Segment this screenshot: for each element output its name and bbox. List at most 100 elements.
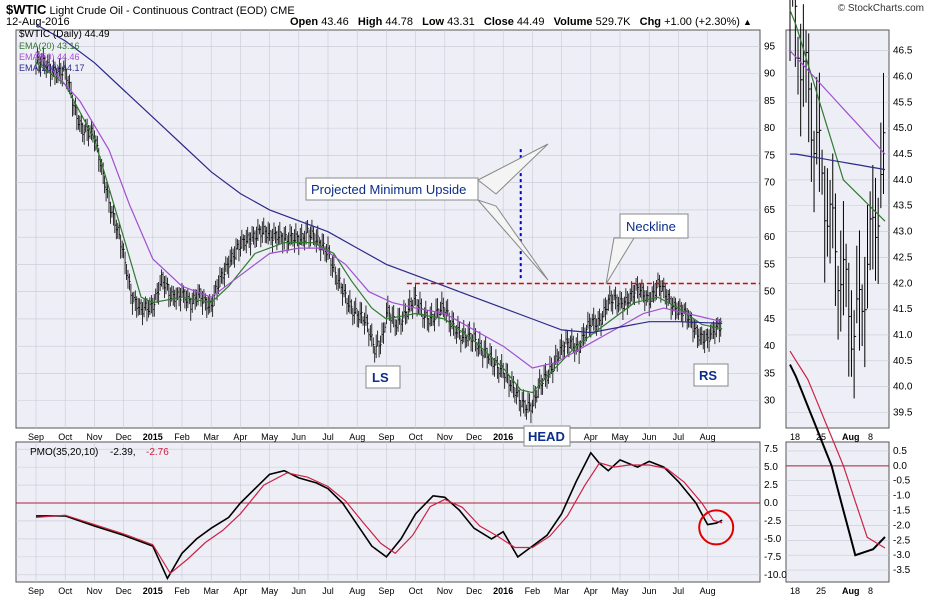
pmo-tick-label: 0.0 [764, 498, 778, 509]
pmo-series [16, 451, 760, 581]
x-tick-label: Sep [28, 586, 44, 596]
y-tick-label: 85 [764, 96, 776, 107]
inset-y-tick-label: 42.5 [893, 252, 913, 263]
y-tick-label: 45 [764, 314, 776, 325]
inset-y-tick-label: 40.5 [893, 356, 913, 367]
y-tick-label: 95 [764, 41, 776, 52]
chart-date: 12-Aug-2016 [6, 16, 70, 28]
inset-x-tick-label: Aug [842, 432, 860, 442]
high-value: 44.78 [385, 16, 413, 28]
inset-y-tick-label: 45.5 [893, 97, 913, 108]
pmo-panel [15, 441, 761, 583]
y-tick-label: 35 [764, 368, 776, 379]
x-tick-label: Dec [116, 586, 133, 596]
rs-label-box: RS [693, 363, 729, 387]
x-tick-label: Feb [174, 586, 190, 596]
x-tick-label: Jul [673, 432, 685, 442]
x-tick-label: Oct [58, 586, 73, 596]
legend-pmo-signal-value: -2.76 [146, 447, 169, 458]
inset-pmo-tick-label: 0.5 [893, 446, 907, 457]
y-tick-label: 70 [764, 178, 776, 189]
x-tick-label: Aug [700, 432, 716, 442]
x-tick-label: Mar [203, 586, 219, 596]
x-tick-label: Aug [349, 432, 365, 442]
inset-pmo-tick-label: 0.0 [893, 461, 907, 472]
neckline-label: Neckline [626, 219, 676, 234]
x-tick-label: 2016 [493, 432, 513, 442]
x-tick-label: Feb [525, 586, 541, 596]
x-tick-label: Dec [466, 432, 483, 442]
close-value: 44.49 [516, 16, 545, 28]
tick-labels: Sep Sep Oct Oct Nov Nov Dec Dec 2015 2015 Feb Feb Ma… [28, 41, 913, 596]
x-tick-label: Jun [292, 432, 307, 442]
legend-ema50: EMA(50) 44.46 [19, 52, 80, 62]
inset-x-tick-label: 18 [790, 432, 800, 442]
x-tick-label: Apr [233, 586, 247, 596]
x-tick-label: Sep [28, 432, 44, 442]
y-tick-label: 30 [764, 396, 776, 407]
projected-label: Projected Minimum Upside [311, 182, 466, 197]
instrument-name: Light Crude Oil - Continuous Contract (E… [49, 5, 268, 17]
x-tick-label: Jun [642, 432, 657, 442]
x-tick-label: Mar [554, 586, 570, 596]
inset-x-tick-label: 25 [816, 432, 826, 442]
inset-x-tick-label: 18 [790, 586, 800, 596]
main-grid [16, 30, 760, 428]
x-tick-label: May [611, 432, 629, 442]
projected-box [305, 177, 479, 201]
inset-pmo-tick-label: -0.5 [893, 476, 911, 487]
symbol: $WTIC [6, 2, 47, 17]
inset-x-tick-label: 8 [868, 586, 873, 596]
inset-ema20-line [789, 9, 886, 222]
legend-pmo: PMO(35,20,10) -2.39, -2.76 [30, 447, 169, 458]
x-tick-label: Oct [58, 432, 73, 442]
x-tick-label: Oct [409, 586, 424, 596]
inset-pmo-signal-line [789, 350, 886, 549]
x-tick-label: Jul [673, 586, 685, 596]
x-tick-label: Apr [584, 432, 598, 442]
pmo-tick-label: 7.5 [764, 444, 778, 455]
inset-pmo-tick-label: -3.0 [893, 550, 911, 561]
inset-pmo-tick-label: -1.0 [893, 491, 911, 502]
inset-y-tick-label: 44.0 [893, 175, 913, 186]
x-tick-label: 2015 [143, 432, 163, 442]
ema20-line [35, 62, 723, 394]
inset-y-tick-label: 43.0 [893, 227, 913, 238]
volume-value: 529.7K [595, 16, 631, 28]
y-tick-label: 60 [764, 232, 776, 243]
ls-label-box: LS [365, 365, 401, 389]
x-tick-label: Nov [86, 432, 103, 442]
x-tick-label: May [261, 432, 279, 442]
pmo-tick-label: 2.5 [764, 480, 778, 491]
head-label: HEAD [528, 429, 565, 444]
legend-pmo-value: -2.39, [110, 447, 136, 458]
x-tick-label: 2015 [143, 586, 163, 596]
x-tick-label: Oct [409, 432, 424, 442]
inset-y-tick-label: 42.0 [893, 278, 913, 289]
inset-y-tick-label: 40.0 [893, 382, 913, 393]
x-tick-label: Nov [437, 432, 454, 442]
inset-y-tick-label: 39.5 [893, 407, 913, 418]
x-tick-label: May [261, 586, 279, 596]
inset-y-tick-label: 46.5 [893, 46, 913, 57]
open-value: 43.46 [321, 16, 349, 28]
change-up-icon: ▲ [743, 17, 752, 27]
inset-x-tick-label: Aug [842, 586, 860, 596]
change-value: +1.00 (+2.30%) [664, 16, 740, 28]
pmo-grid [16, 442, 760, 582]
x-tick-label: Sep [378, 432, 394, 442]
y-tick-label: 65 [764, 205, 776, 216]
pmo-tick-label: -7.5 [764, 552, 782, 563]
y-tick-label: 80 [764, 123, 776, 134]
x-tick-label: Sep [378, 586, 394, 596]
inset-x-tick-label: 8 [868, 432, 873, 442]
y-tick-label: 90 [764, 69, 776, 80]
legend-main: $WTIC (Daily) 44.49 EMA(20) 43.16 EMA(50… [19, 29, 110, 73]
pmo-tick-label: -5.0 [764, 534, 782, 545]
inset-series [786, 0, 889, 557]
x-tick-label: Nov [437, 586, 454, 596]
inset-y-tick-label: 44.5 [893, 149, 913, 160]
pmo-signal-line [35, 462, 723, 575]
x-tick-label: Dec [466, 586, 483, 596]
